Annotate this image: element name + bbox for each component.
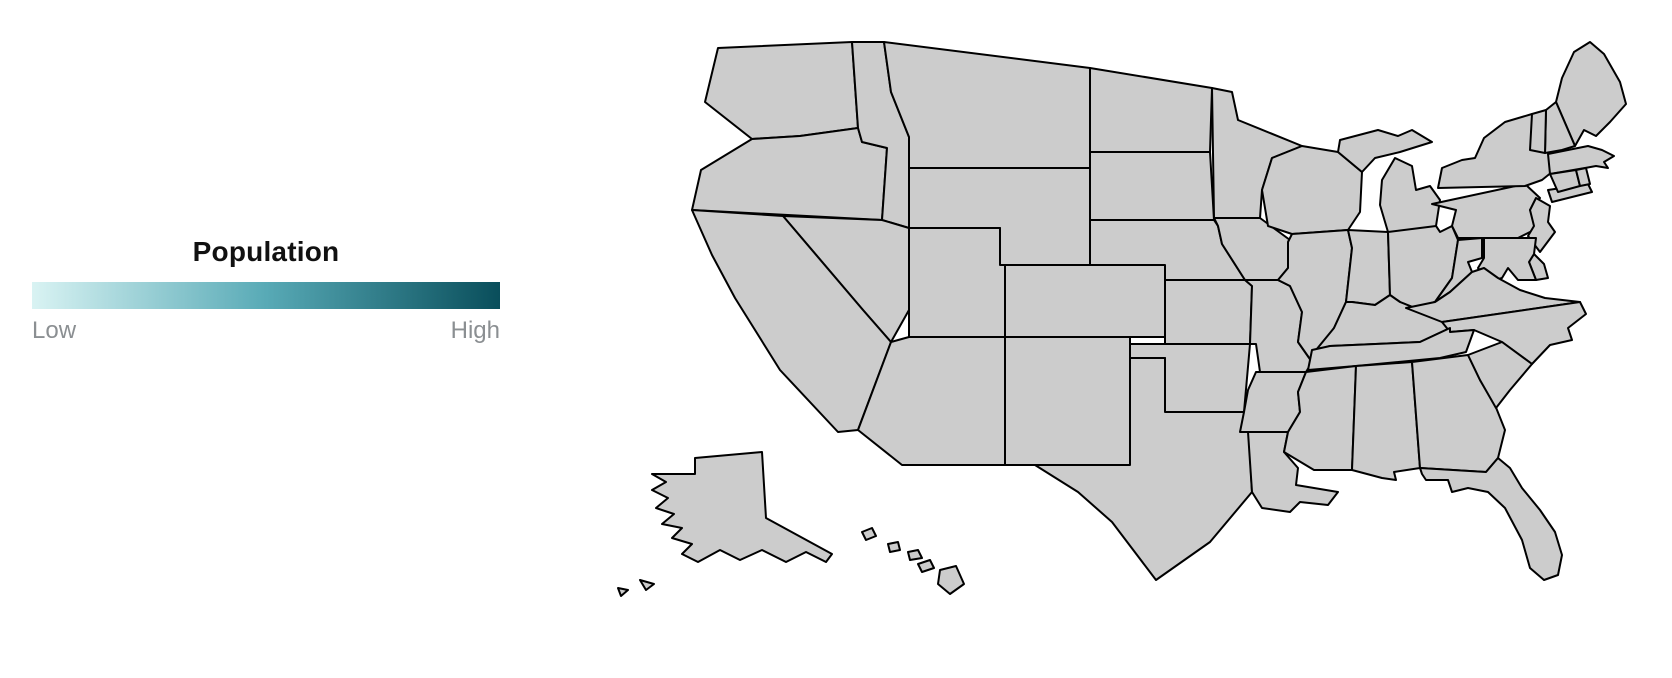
state-maine[interactable] xyxy=(1555,41,1627,147)
state-south-carolina[interactable] xyxy=(1467,341,1533,409)
state-new-mexico[interactable] xyxy=(1004,336,1131,466)
legend: Population Low High xyxy=(32,236,500,345)
state-florida[interactable] xyxy=(1419,457,1563,581)
state-california[interactable] xyxy=(691,209,892,433)
legend-title: Population xyxy=(192,236,340,267)
state-colorado[interactable] xyxy=(1004,264,1166,338)
state-pennsylvania[interactable] xyxy=(1431,183,1541,239)
state-montana[interactable] xyxy=(883,41,1091,169)
state-south-dakota[interactable] xyxy=(1089,151,1215,221)
us-map xyxy=(600,40,1660,620)
state-virginia[interactable] xyxy=(1405,267,1581,323)
state-utah[interactable] xyxy=(908,227,1006,338)
state-rhode-island[interactable] xyxy=(1575,167,1591,187)
state-maryland[interactable] xyxy=(1477,237,1537,283)
state-north-dakota[interactable] xyxy=(1089,67,1213,153)
state-texas[interactable] xyxy=(1034,357,1253,581)
legend-low-label: Low xyxy=(32,317,77,344)
state-alaska[interactable] xyxy=(617,451,833,597)
state-oregon[interactable] xyxy=(691,127,888,221)
legend-labels: Low High xyxy=(32,317,500,345)
state-indiana[interactable] xyxy=(1345,229,1391,306)
state-kansas[interactable] xyxy=(1164,279,1253,345)
legend-high-label: High xyxy=(450,317,500,344)
legend-gradient-bar xyxy=(32,282,500,309)
state-washington[interactable] xyxy=(704,41,859,140)
state-hawaii[interactable] xyxy=(861,527,965,595)
state-vermont[interactable] xyxy=(1529,109,1547,154)
state-alabama[interactable] xyxy=(1351,361,1421,481)
